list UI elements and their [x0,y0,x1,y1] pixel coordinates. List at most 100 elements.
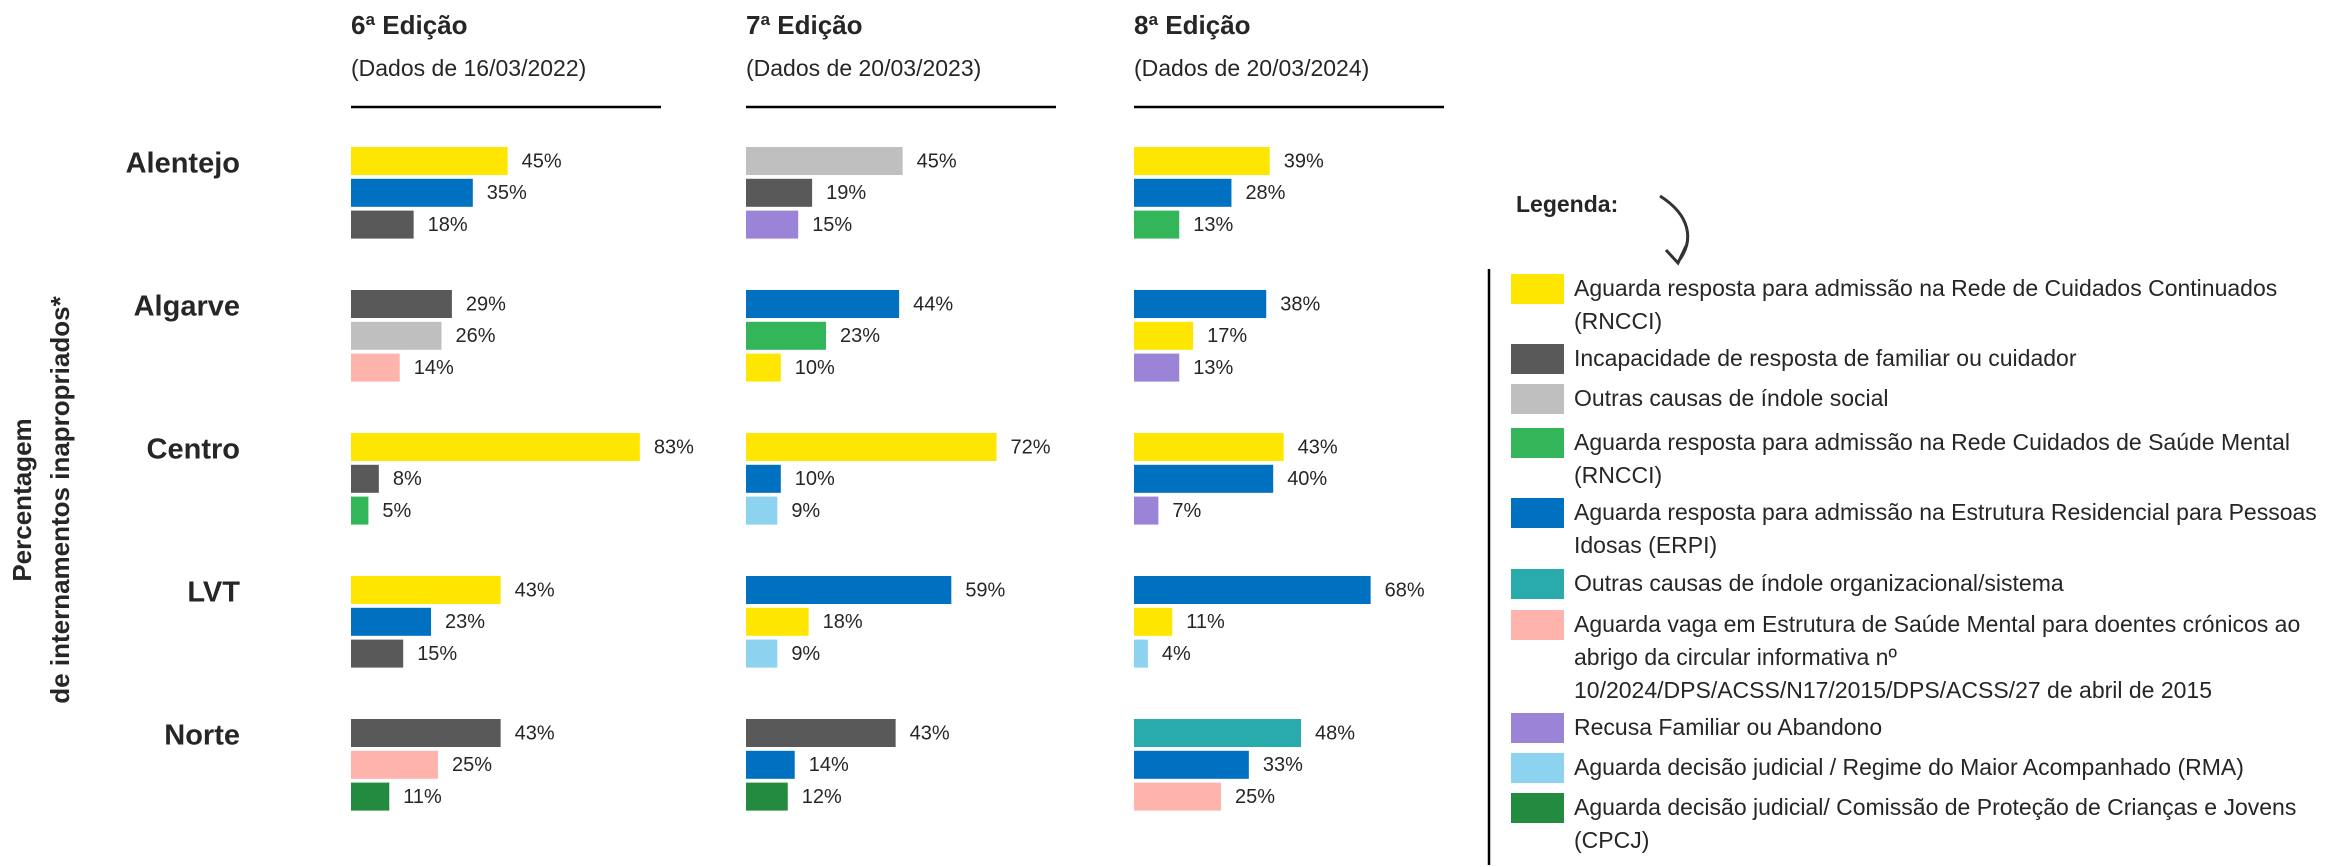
edition-title: 8ª Edição [1134,10,1251,40]
value-label: 9% [791,643,820,665]
value-label: 43% [515,579,555,601]
legend-item: Aguarda resposta para admissão na Rede d… [1511,274,2334,338]
legend-label: Aguarda resposta para admissão na Estrut… [1574,499,2317,558]
legend-item: Aguarda resposta para admissão na Estrut… [1511,498,2334,562]
value-label: 15% [812,214,852,236]
legend-swatch [1511,753,1564,783]
bar [351,147,508,175]
value-label: 23% [840,325,880,347]
bar [351,321,442,350]
value-label: 33% [1263,754,1303,776]
bar [746,607,809,636]
legend-swatch [1511,713,1564,743]
bar [1134,464,1274,493]
value-label: 39% [1284,150,1324,172]
legend-item: Incapacidade de resposta de familiar ou … [1511,344,2334,375]
bar [1134,290,1267,318]
legend-title: Legenda: [1516,191,1618,217]
value-label: 26% [455,325,495,347]
legend-item: Aguarda vaga em Estrutura de Saúde Menta… [1511,610,2334,707]
y-axis-label: Percentagem [7,418,37,581]
legend-label: Outras causas de índole organizacional/s… [1574,570,2064,596]
legend-swatch [1511,569,1564,599]
bar [351,353,400,382]
bar [746,290,900,318]
bar [1134,210,1180,239]
bar [351,464,379,493]
value-label: 14% [414,357,454,379]
bar [351,576,501,604]
edition-subtitle: (Dados de 20/03/2024) [1134,55,1369,81]
value-label: 45% [917,150,957,172]
value-label: 8% [393,468,422,490]
bar [746,782,788,811]
value-label: 17% [1207,325,1247,347]
value-label: 35% [487,182,527,204]
bar [746,496,778,525]
bar [746,464,781,493]
value-label: 14% [809,754,849,776]
bar [746,210,799,239]
bar [746,147,903,175]
value-label: 10% [795,357,835,379]
bar [351,178,473,207]
bar [1134,147,1270,175]
bar [1134,639,1148,668]
legend-item: Outras causas de índole social [1511,384,2334,415]
value-label: 28% [1245,182,1285,204]
legend-item: Aguarda decisão judicial/ Comissão de Pr… [1511,793,2334,857]
region-label: Centro [147,434,240,466]
value-label: 12% [802,786,842,808]
value-label: 19% [826,182,866,204]
value-label: 44% [913,293,953,315]
value-label: 59% [965,579,1005,601]
legend-swatch [1511,610,1564,640]
edition-title: 6ª Edição [351,10,468,40]
bar [746,321,827,350]
value-label: 43% [1298,436,1338,458]
bar [351,719,501,747]
legend-label: Outras causas de índole social [1574,385,1889,411]
bar [746,750,795,779]
value-label: 45% [522,150,562,172]
legend-item: Outras causas de índole organizacional/s… [1511,569,2334,600]
value-label: 13% [1193,357,1233,379]
bar [351,750,438,779]
value-label: 9% [791,500,820,522]
legend-label: Incapacidade de resposta de familiar ou … [1574,345,2077,371]
region-label: Alentejo [126,148,240,180]
region-label: Algarve [134,291,240,323]
y-axis-label: de internamentos inapropriados* [45,295,75,703]
value-label: 48% [1315,722,1355,744]
bar [1134,353,1180,382]
value-label: 13% [1193,214,1233,236]
bar [746,433,997,461]
bar [1134,321,1194,350]
bar [351,607,432,636]
region-label: Norte [164,720,240,752]
legend-swatch [1511,498,1564,528]
legend-swatch [1511,274,1564,304]
value-label: 23% [445,611,485,633]
legend-item: Recusa Familiar ou Abandono [1511,713,2334,744]
edition-title: 7ª Edição [746,10,863,40]
value-label: 7% [1172,500,1201,522]
bar [746,639,778,668]
value-label: 43% [910,722,950,744]
legend-label: Aguarda resposta para admissão na Rede C… [1574,429,2291,488]
bar [351,433,640,461]
bar [351,496,369,525]
legend-label: Aguarda resposta para admissão na Rede d… [1574,275,2278,334]
legend-label: Aguarda decisão judicial / Regime do Mai… [1574,754,2244,780]
bar [1134,433,1284,461]
value-label: 18% [823,611,863,633]
edition-subtitle: (Dados de 20/03/2023) [746,55,981,81]
value-label: 29% [466,293,506,315]
region-label: LVT [187,577,240,609]
value-label: 4% [1162,643,1191,665]
legend-label: Aguarda decisão judicial/ Comissão de Pr… [1574,794,2297,853]
bar [1134,496,1159,525]
legend-swatch [1511,793,1564,823]
